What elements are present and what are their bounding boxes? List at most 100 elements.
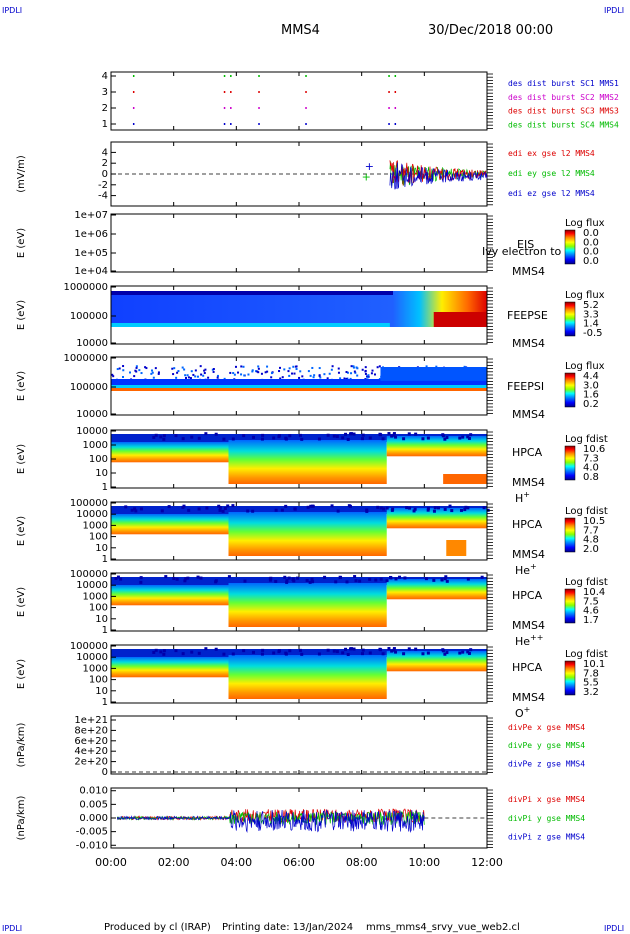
- hpca_he-y-tick-label: 100000: [70, 498, 108, 509]
- burst-interval-mark: [230, 107, 232, 109]
- hpca_hepp-speckle: [389, 575, 393, 579]
- feepsi-speckle: [122, 365, 125, 368]
- hpca_he-speckle: [464, 505, 468, 509]
- burst-interval-mark: [230, 91, 232, 93]
- hpca_h-speckle: [222, 437, 226, 441]
- feepsi-speckle: [312, 376, 315, 379]
- divpe-y-tick-label: 8e+20: [74, 725, 108, 736]
- feepsi-speckle: [355, 366, 358, 369]
- hpca_h-speckle: [348, 432, 352, 436]
- hpca_hepp-speckle: [374, 578, 378, 582]
- hpca_he-speckle: [382, 507, 386, 511]
- eis-overlay-text: Ivy electron to: [482, 245, 562, 258]
- hpca_h-speckle: [284, 437, 288, 441]
- hpca_h-speckle: [390, 434, 394, 438]
- feepsi-speckle: [204, 368, 207, 371]
- divpi-y-tick-label: 0.010: [79, 786, 108, 797]
- feepse-y-tick-label: 100000: [70, 311, 108, 322]
- hpca_hepp-speckle: [345, 580, 349, 584]
- hpca_he-y-tick-label: 10: [95, 543, 108, 554]
- hpca_o-spectrogram-late: [386, 651, 487, 672]
- feepsi-speckle: [251, 369, 254, 372]
- feepsi-speckle: [196, 375, 199, 378]
- hpca_o-speckle: [392, 647, 396, 651]
- feepsi-speckle: [140, 372, 143, 375]
- feepsi-speckle: [326, 377, 329, 380]
- burst-legend-entry: des dist burst SC3 MMS3: [508, 107, 619, 116]
- time-axis-tick-label: 08:00: [346, 856, 378, 869]
- feepsi-speckle: [177, 370, 180, 373]
- feepsi-speckle: [376, 366, 379, 369]
- hpca_he-y-tick-label: 100: [89, 532, 108, 543]
- hpca_o-speckle: [300, 652, 304, 656]
- burst-interval-mark: [258, 91, 260, 93]
- feepsi-speckle: [157, 372, 160, 375]
- efield-legend-entry: edi ey gse l2 MMS4: [508, 169, 595, 178]
- feepsi-speckle: [240, 365, 243, 368]
- hpca_o-speckle: [368, 651, 372, 655]
- eis-y-tick-label: 1e+06: [74, 229, 108, 240]
- feepse-spacecraft-label: MMS4: [512, 337, 545, 350]
- feepsi-colorbar: [564, 372, 576, 408]
- hpca_he-speckle: [330, 504, 334, 508]
- hpca_o-speckle: [277, 649, 281, 653]
- feepsi-colorbar-tick-label: 4.4: [583, 371, 599, 382]
- hpca_o-speckle: [335, 650, 339, 654]
- hpca_hepp-speckle: [227, 575, 231, 579]
- hpca_he-speckle: [391, 507, 395, 511]
- feepsi-speckle: [309, 374, 312, 377]
- hpca_he-speckle: [405, 506, 409, 510]
- hpca_hepp-speckle: [184, 577, 188, 581]
- hpca_h-speckle: [414, 432, 418, 436]
- feepsi-speckle: [323, 373, 326, 376]
- hpca_o-speckle: [152, 650, 156, 654]
- hpca_o-band-top: [111, 649, 487, 657]
- feepsi-speckle: [144, 366, 147, 369]
- feepsi-speckle: [184, 374, 187, 377]
- hpca_he-colorbar: [564, 517, 576, 553]
- hpca_o-speckle: [326, 648, 330, 652]
- divpi-y-tick-label: 0.005: [79, 799, 108, 810]
- feepsi-speckle: [295, 368, 298, 371]
- burst-interval-mark: [258, 107, 260, 109]
- hpca_h-speckle: [445, 436, 449, 440]
- divpe-y-axis-label: (nPa/km): [16, 723, 27, 768]
- hpca_he-speckle: [408, 506, 412, 510]
- hpca_o-y-tick-label: 1: [102, 697, 108, 708]
- burst-interval-mark: [394, 107, 397, 109]
- burst-interval-mark: [394, 91, 397, 93]
- feepse-spectrogram-low: [111, 323, 390, 327]
- feepsi-instrument-label: FEEPSI: [507, 380, 544, 393]
- hpca_hepp-speckle: [119, 577, 123, 581]
- feepse-spectrogram-top: [111, 291, 393, 295]
- time-axis-tick-label: 10:00: [408, 856, 440, 869]
- burst-interval-mark: [305, 107, 307, 109]
- feepsi-speckle: [349, 377, 352, 380]
- hpca_hepp-y-tick-label: 10000: [76, 580, 108, 591]
- hpca_he-speckle: [365, 509, 369, 513]
- feepsi-speckle: [367, 374, 370, 377]
- burst-y-tick-label: 1: [102, 119, 108, 130]
- feepsi-speckle: [257, 371, 260, 374]
- feepse-colorbar-tick-label: 3.3: [583, 309, 599, 320]
- hpca_he-speckle: [448, 504, 452, 508]
- hpca_o-speckle: [159, 650, 163, 654]
- hpca_he-instrument-label: HPCA: [512, 518, 543, 531]
- hpca_hepp-speckle: [268, 578, 272, 582]
- feepse-instrument-label: FEEPSE: [507, 309, 548, 322]
- panels-group: 4 3 2 1 des dist burst SC1 MMS1 des dist burs…: [16, 71, 619, 869]
- feepsi-speckle: [350, 365, 353, 368]
- hpca_o-speckle: [344, 647, 348, 651]
- hpca_h-speckle: [298, 433, 302, 437]
- hpca_h-speckle: [288, 434, 292, 438]
- hpca_he-speckle: [217, 504, 221, 508]
- hpca_hepp-speckle: [285, 580, 289, 584]
- feepsi-speckle: [233, 373, 236, 376]
- hpca_h-spectrogram-main: [228, 440, 387, 484]
- hpca_hepp-speckle: [432, 578, 436, 582]
- hpca_he-speckle: [347, 504, 351, 508]
- hpca_hepp-speckle: [379, 577, 383, 581]
- feepsi-speckle: [185, 376, 188, 379]
- feepsi-speckle: [257, 367, 260, 370]
- hpca_he-speckle: [459, 508, 463, 512]
